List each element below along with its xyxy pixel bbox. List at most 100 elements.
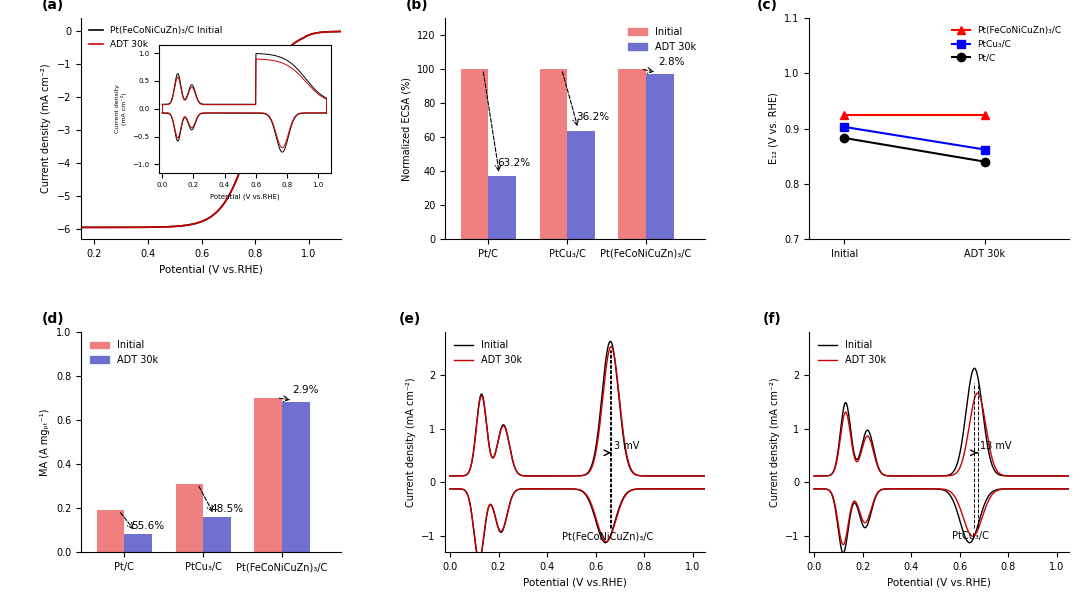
Initial bbox=[604, 337, 617, 345]
Legend: Initial, ADT 30k: Initial, ADT 30k bbox=[814, 336, 890, 369]
Bar bbox=[97, 510, 124, 552]
ADT 30k bbox=[272, 59, 285, 66]
Text: Pt(FeCoNiCuZn)₃/C: Pt(FeCoNiCuZn)₃/C bbox=[562, 531, 653, 541]
ADT 30k bbox=[699, 472, 712, 480]
Initial bbox=[663, 472, 676, 480]
Initial bbox=[459, 472, 472, 479]
Line: PtCu₃/C: PtCu₃/C bbox=[840, 123, 989, 154]
Pt(FeCoNiCuZn)₃/C Initial bbox=[335, 28, 348, 35]
Line: Pt/C: Pt/C bbox=[840, 134, 989, 166]
PtCu₃/C bbox=[978, 146, 991, 153]
ADT 30k bbox=[1027, 472, 1040, 480]
ADT 30k bbox=[1044, 472, 1057, 480]
Pt(FeCoNiCuZn)₃/C Initial bbox=[240, 148, 253, 155]
Pt(FeCoNiCuZn)₃/C Initial bbox=[75, 224, 87, 231]
Text: 55.6%: 55.6% bbox=[132, 521, 164, 531]
Text: 63.2%: 63.2% bbox=[497, 158, 530, 168]
ADT 30k bbox=[962, 424, 975, 432]
ADT 30k bbox=[459, 472, 472, 479]
ADT 30k bbox=[232, 170, 245, 177]
ADT 30k bbox=[1063, 472, 1076, 480]
X-axis label: Potential (V vs.RHE): Potential (V vs.RHE) bbox=[523, 578, 627, 588]
Pt(FeCoNiCuZn)₃/C Initial bbox=[232, 170, 245, 177]
Bar bbox=[176, 484, 203, 552]
ADT 30k bbox=[240, 148, 253, 155]
Legend: Pt(FeCoNiCuZn)₃/C, PtCu₃/C, Pt/C: Pt(FeCoNiCuZn)₃/C, PtCu₃/C, Pt/C bbox=[948, 22, 1065, 66]
ADT 30k bbox=[1001, 472, 1014, 480]
Text: (a): (a) bbox=[42, 0, 64, 12]
Text: (b): (b) bbox=[406, 0, 429, 12]
Pt(FeCoNiCuZn)₃/C Initial bbox=[91, 224, 104, 231]
Initial bbox=[606, 344, 619, 351]
Line: ADT 30k: ADT 30k bbox=[450, 347, 705, 476]
Bar bbox=[646, 74, 674, 239]
Initial bbox=[968, 365, 981, 372]
Bar bbox=[124, 534, 152, 552]
ADT 30k bbox=[298, 33, 311, 41]
ADT 30k bbox=[637, 472, 650, 480]
Initial bbox=[971, 370, 984, 377]
ADT 30k bbox=[226, 186, 239, 194]
Bar bbox=[567, 131, 595, 239]
Text: 48.5%: 48.5% bbox=[211, 504, 243, 514]
Initial bbox=[962, 386, 975, 393]
Initial bbox=[956, 436, 969, 444]
PtCu₃/C bbox=[838, 123, 851, 131]
ADT 30k bbox=[956, 458, 969, 465]
Pt(FeCoNiCuZn)₃/C bbox=[978, 111, 991, 118]
Legend: Initial, ADT 30k: Initial, ADT 30k bbox=[624, 23, 700, 56]
Text: 3 mV: 3 mV bbox=[613, 441, 639, 451]
Y-axis label: E₁₂ (V vs. RHE): E₁₂ (V vs. RHE) bbox=[769, 93, 779, 164]
ADT 30k bbox=[605, 343, 618, 350]
Pt(FeCoNiCuZn)₃/C Initial bbox=[226, 186, 239, 194]
Legend: Initial, ADT 30k: Initial, ADT 30k bbox=[450, 336, 526, 369]
Initial bbox=[678, 472, 691, 480]
Initial bbox=[592, 427, 605, 435]
X-axis label: Potential (V vs.RHE): Potential (V vs.RHE) bbox=[888, 578, 991, 588]
Initial bbox=[637, 472, 650, 480]
Bar bbox=[255, 398, 282, 552]
Text: PtCu₃/C: PtCu₃/C bbox=[953, 531, 989, 541]
Y-axis label: Current density (mA cm⁻²): Current density (mA cm⁻²) bbox=[406, 377, 416, 507]
Initial bbox=[1042, 472, 1055, 480]
Initial bbox=[699, 472, 712, 480]
Text: (e): (e) bbox=[399, 312, 420, 326]
Initial bbox=[1027, 472, 1040, 480]
Pt(FeCoNiCuZn)₃/C bbox=[838, 111, 851, 118]
Line: Initial: Initial bbox=[814, 368, 1069, 476]
Text: (f): (f) bbox=[762, 312, 781, 326]
ADT 30k bbox=[598, 375, 611, 382]
Bar bbox=[282, 402, 310, 552]
Text: (d): (d) bbox=[42, 312, 65, 326]
Bar bbox=[540, 69, 567, 239]
Text: 2.8%: 2.8% bbox=[658, 57, 685, 67]
Line: ADT 30k: ADT 30k bbox=[814, 393, 1069, 476]
ADT 30k bbox=[663, 472, 676, 480]
Y-axis label: MA (A mgₚₜ⁻¹): MA (A mgₚₜ⁻¹) bbox=[40, 409, 51, 476]
Initial bbox=[1063, 472, 1076, 480]
ADT 30k bbox=[823, 472, 836, 479]
Line: Initial: Initial bbox=[450, 341, 705, 476]
Pt(FeCoNiCuZn)₃/C Initial bbox=[298, 33, 311, 41]
Y-axis label: Current density (mA cm⁻²): Current density (mA cm⁻²) bbox=[770, 377, 780, 507]
Line: Pt(FeCoNiCuZn)₃/C: Pt(FeCoNiCuZn)₃/C bbox=[840, 110, 989, 119]
Text: 13 mV: 13 mV bbox=[980, 441, 1012, 451]
ADT 30k bbox=[335, 28, 348, 35]
Legend: Pt(FeCoNiCuZn)₃/C Initial, ADT 30k: Pt(FeCoNiCuZn)₃/C Initial, ADT 30k bbox=[85, 22, 226, 52]
Legend: Initial, ADT 30k: Initial, ADT 30k bbox=[86, 336, 162, 369]
Pt/C bbox=[978, 158, 991, 165]
ADT 30k bbox=[971, 389, 984, 396]
Line: ADT 30k: ADT 30k bbox=[81, 32, 341, 228]
Text: 36.2%: 36.2% bbox=[576, 112, 609, 123]
Initial bbox=[598, 365, 611, 372]
Line: Pt(FeCoNiCuZn)₃/C Initial: Pt(FeCoNiCuZn)₃/C Initial bbox=[81, 32, 341, 228]
ADT 30k bbox=[679, 472, 692, 480]
Initial bbox=[1001, 472, 1014, 480]
Y-axis label: Normalized ECSA (%): Normalized ECSA (%) bbox=[402, 76, 411, 180]
Bar bbox=[488, 177, 516, 239]
Bar bbox=[461, 69, 488, 239]
ADT 30k bbox=[444, 472, 457, 480]
ADT 30k bbox=[970, 390, 983, 397]
Initial bbox=[808, 472, 821, 480]
Text: (c): (c) bbox=[757, 0, 778, 12]
